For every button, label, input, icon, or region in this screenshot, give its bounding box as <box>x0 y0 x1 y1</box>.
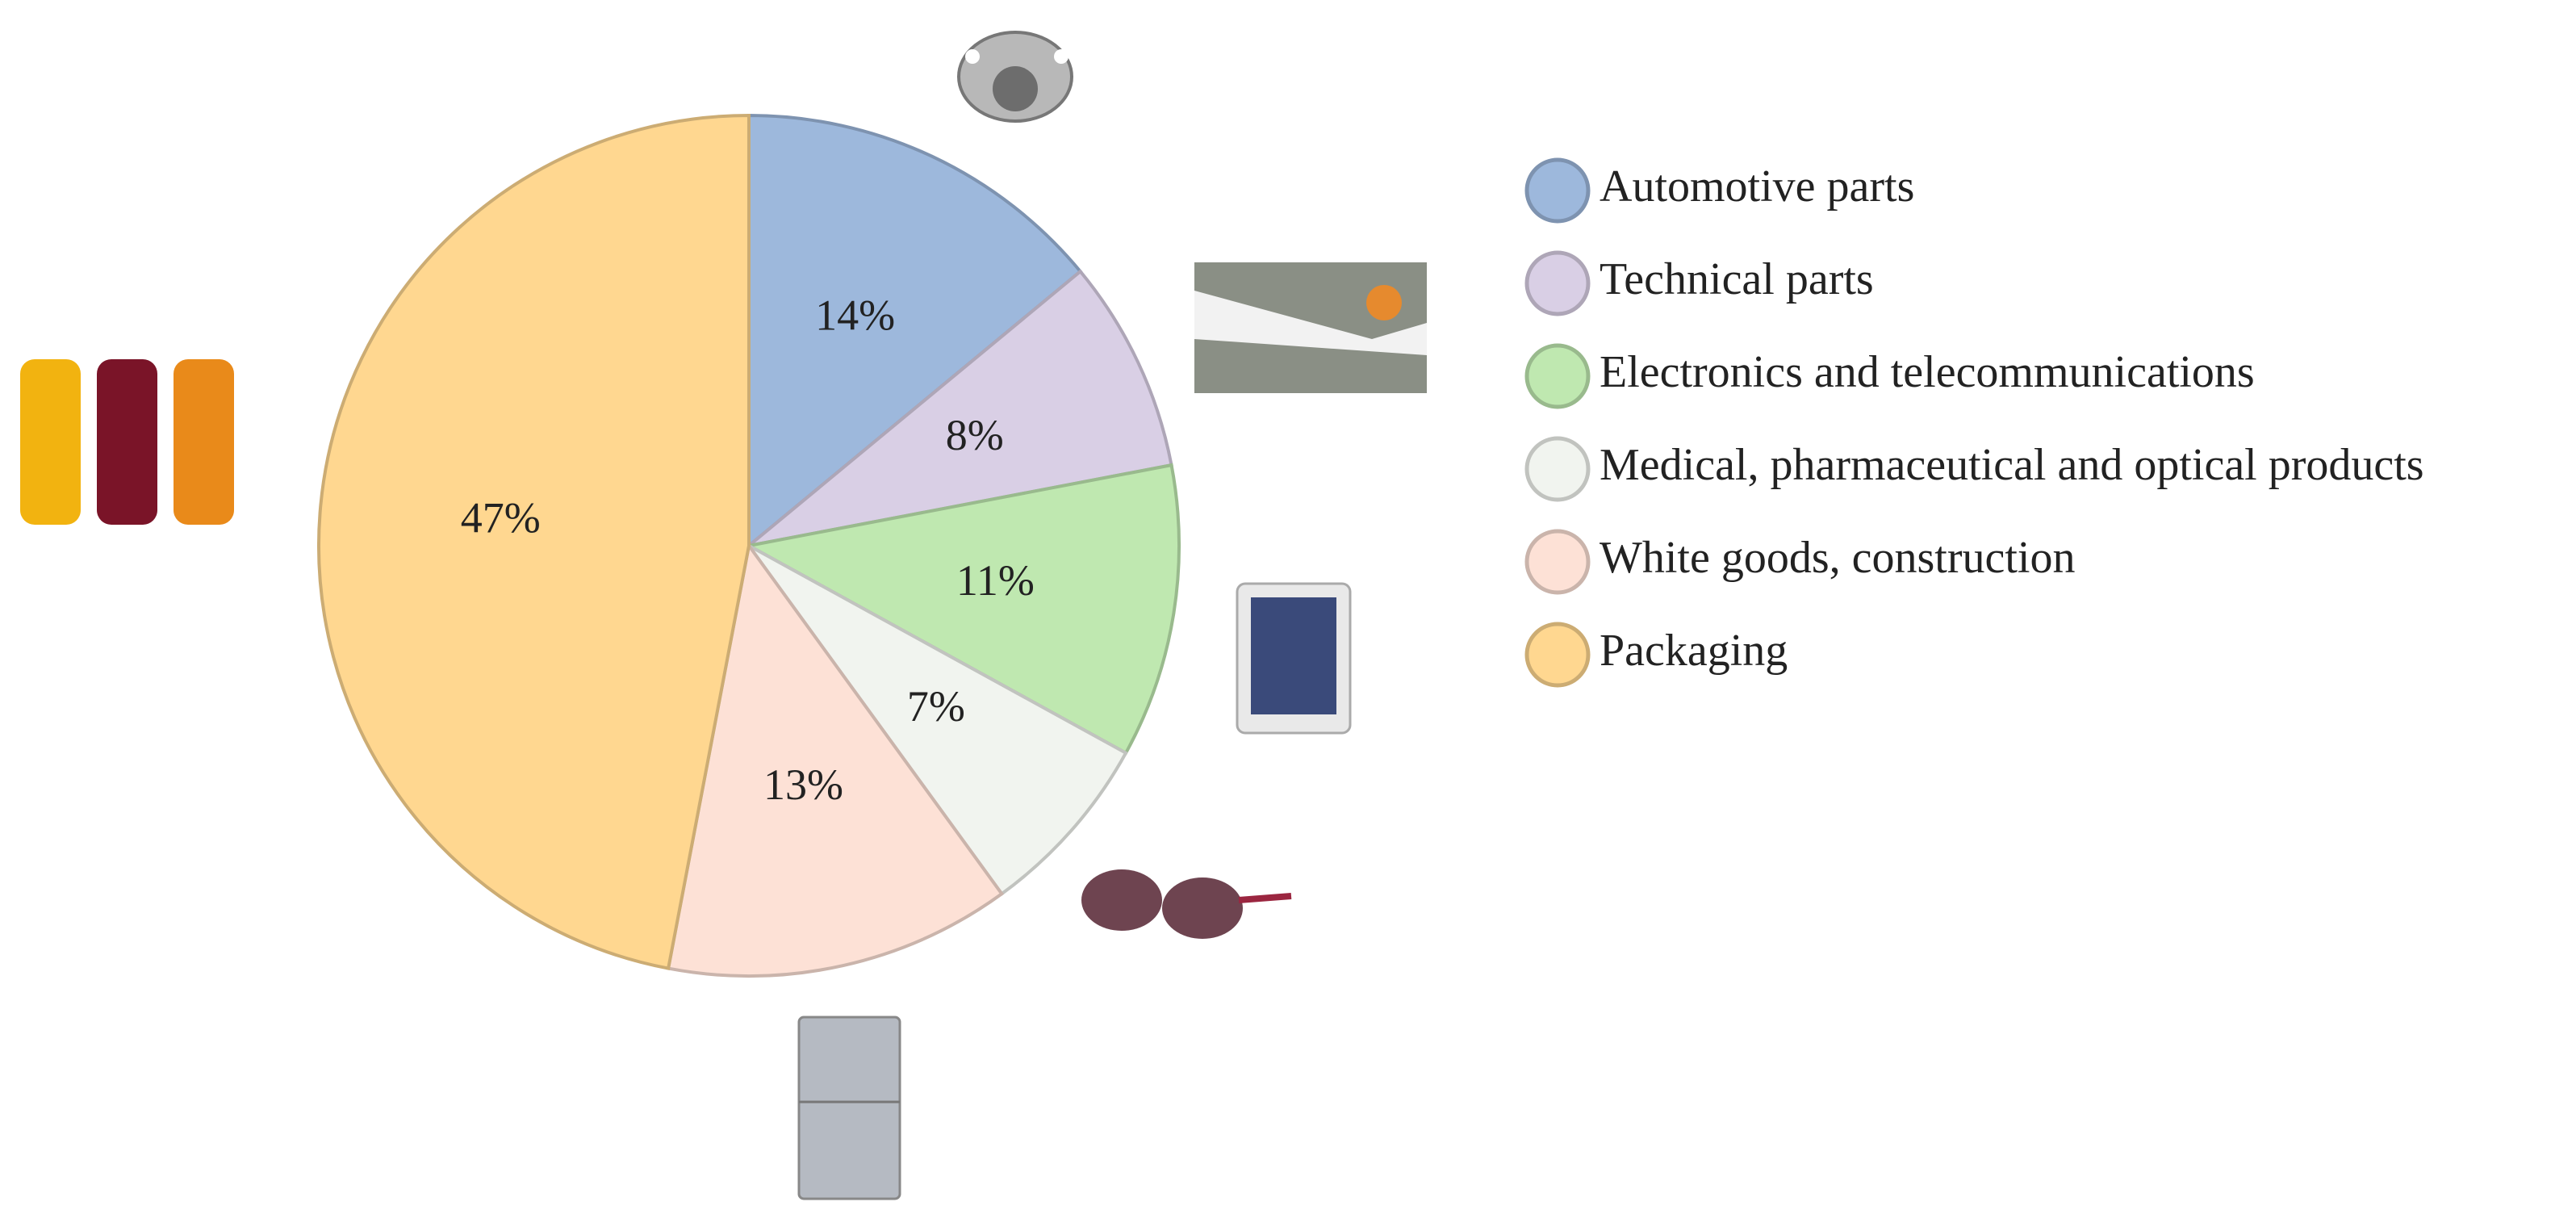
legend-label: Technical parts <box>1600 254 1874 304</box>
pie-slice <box>747 544 1128 897</box>
legend-swatch <box>1524 622 1591 688</box>
legend-swatch <box>1524 436 1591 502</box>
legend-swatch <box>1524 529 1591 595</box>
pie: 14% 8% 11% 7% 13% 47% <box>317 113 1181 978</box>
legend-label: Packaging <box>1600 626 1788 676</box>
data-label: 11% <box>956 556 1035 605</box>
legend: Automotive parts Technical parts Electroni… <box>1524 157 2424 688</box>
legend-label: White goods, construction <box>1600 533 2075 583</box>
pie-slice <box>747 113 1083 550</box>
pie-slice <box>666 542 1005 978</box>
tablet-icon <box>1236 582 1352 735</box>
data-label: 8% <box>946 411 1004 459</box>
bottles-icon <box>20 359 234 525</box>
data-label: 14% <box>815 291 895 340</box>
data-label: 47% <box>461 493 541 542</box>
sunglasses-icon <box>1081 869 1292 939</box>
bracket-icon <box>957 31 1073 123</box>
legend-label: Medical, pharmaceutical and optical prod… <box>1600 440 2424 490</box>
pie-slice <box>317 113 751 970</box>
product-icons <box>20 31 1427 1200</box>
legend-label: Automotive parts <box>1600 161 1914 212</box>
pie-slice <box>747 269 1173 547</box>
fridge-icon <box>797 1016 901 1200</box>
data-label: 7% <box>907 682 965 731</box>
legend-swatch <box>1524 343 1591 409</box>
legend-swatch <box>1524 250 1591 316</box>
data-label: 13% <box>763 760 843 809</box>
drone-icon <box>1194 262 1427 393</box>
legend-label: Electronics and telecommunications <box>1600 347 2255 397</box>
legend-swatch <box>1524 157 1591 224</box>
pie-slice <box>744 463 1181 756</box>
